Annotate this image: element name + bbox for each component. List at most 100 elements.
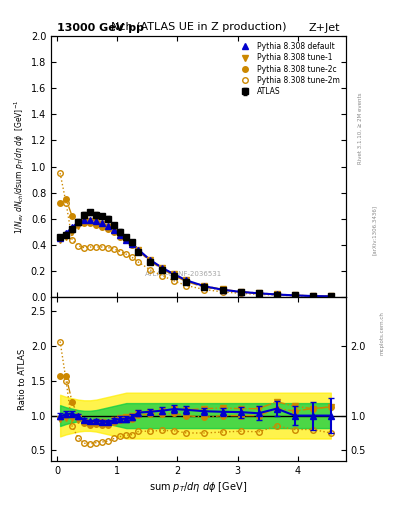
Pythia 8.308 tune-1 (112, 227, 117, 233)
Pythia 8.308 default (64, 230, 68, 237)
Title: Nch (ATLAS UE in Z production): Nch (ATLAS UE in Z production) (111, 23, 286, 32)
Pythia 8.308 tune-1 (76, 223, 81, 229)
Pythia 8.308 tune-2c (70, 213, 75, 219)
Text: Z+Jet: Z+Jet (309, 23, 340, 33)
Pythia 8.308 tune-2c (58, 200, 62, 206)
Pythia 8.308 tune-1 (274, 291, 279, 297)
Pythia 8.308 tune-2c (94, 222, 99, 228)
Pythia 8.308 default (88, 217, 92, 223)
Pythia 8.308 tune-1 (100, 221, 105, 227)
Pythia 8.308 tune-2c (100, 224, 105, 230)
Line: Pythia 8.308 tune-1: Pythia 8.308 tune-1 (57, 218, 334, 299)
Pythia 8.308 tune-2c (329, 293, 333, 299)
Pythia 8.308 tune-2m (70, 237, 75, 243)
Pythia 8.308 default (256, 290, 261, 296)
Pythia 8.308 tune-2m (58, 170, 62, 176)
Pythia 8.308 tune-2c (124, 238, 129, 244)
Y-axis label: Ratio to ATLAS: Ratio to ATLAS (18, 349, 27, 410)
Pythia 8.308 tune-2m (329, 293, 333, 300)
Pythia 8.308 tune-1 (88, 218, 92, 224)
Pythia 8.308 tune-1 (310, 293, 315, 299)
Pythia 8.308 default (310, 293, 315, 299)
Pythia 8.308 tune-1 (82, 219, 86, 225)
Pythia 8.308 tune-2m (274, 292, 279, 298)
Pythia 8.308 default (202, 283, 207, 289)
Pythia 8.308 tune-2m (100, 244, 105, 250)
Pythia 8.308 tune-2c (292, 292, 297, 298)
Pythia 8.308 tune-1 (220, 286, 225, 292)
Pythia 8.308 default (118, 232, 123, 238)
Text: mcplots.cern.ch: mcplots.cern.ch (379, 311, 384, 355)
Pythia 8.308 tune-2m (238, 290, 243, 296)
Pythia 8.308 tune-1 (94, 219, 99, 225)
Pythia 8.308 default (70, 224, 75, 230)
Pythia 8.308 tune-2c (256, 290, 261, 296)
Pythia 8.308 tune-2c (106, 226, 110, 232)
Pythia 8.308 tune-2m (112, 246, 117, 252)
Pythia 8.308 tune-2m (310, 293, 315, 300)
Pythia 8.308 default (136, 247, 141, 253)
Pythia 8.308 default (112, 227, 117, 233)
Text: [arXiv:1306.3436]: [arXiv:1306.3436] (371, 205, 376, 255)
Pythia 8.308 tune-2m (124, 251, 129, 257)
Pythia 8.308 default (82, 217, 86, 223)
Pythia 8.308 tune-2m (136, 259, 141, 265)
Pythia 8.308 tune-2c (238, 289, 243, 295)
Pythia 8.308 tune-2c (76, 219, 81, 225)
Text: Rivet 3.1.10, ≥ 2M events: Rivet 3.1.10, ≥ 2M events (358, 92, 363, 164)
Pythia 8.308 tune-2c (184, 279, 189, 285)
Pythia 8.308 tune-2m (256, 291, 261, 297)
Pythia 8.308 tune-1 (172, 271, 177, 278)
Pythia 8.308 default (184, 278, 189, 284)
Pythia 8.308 tune-2c (88, 220, 92, 226)
Pythia 8.308 tune-2c (220, 287, 225, 293)
Pythia 8.308 tune-1 (124, 236, 129, 242)
Pythia 8.308 default (94, 218, 99, 224)
Pythia 8.308 tune-2m (220, 289, 225, 295)
Pythia 8.308 tune-2m (172, 278, 177, 284)
Pythia 8.308 default (160, 265, 165, 271)
Pythia 8.308 tune-2m (82, 245, 86, 251)
Pythia 8.308 default (172, 271, 177, 278)
Pythia 8.308 tune-2m (76, 243, 81, 249)
Pythia 8.308 tune-1 (70, 229, 75, 235)
Pythia 8.308 tune-2c (160, 266, 165, 272)
Pythia 8.308 default (124, 237, 129, 243)
Pythia 8.308 tune-2c (172, 273, 177, 279)
Pythia 8.308 default (106, 223, 110, 229)
Pythia 8.308 tune-2c (82, 220, 86, 226)
Pythia 8.308 default (100, 220, 105, 226)
Line: Pythia 8.308 tune-2m: Pythia 8.308 tune-2m (57, 170, 334, 300)
Pythia 8.308 tune-1 (148, 257, 153, 263)
Pythia 8.308 tune-1 (106, 224, 110, 230)
Y-axis label: $1/N_{ev}$ $dN_{ch}/d$sum $p_T/d\eta$ $d\phi$  [GeV]$^{-1}$: $1/N_{ev}$ $dN_{ch}/d$sum $p_T/d\eta$ $d… (12, 99, 27, 234)
Pythia 8.308 default (329, 293, 333, 300)
Pythia 8.308 tune-2m (292, 293, 297, 299)
Pythia 8.308 tune-2c (136, 248, 141, 254)
X-axis label: sum $p_T/d\eta$ $d\phi$ [GeV]: sum $p_T/d\eta$ $d\phi$ [GeV] (149, 480, 248, 494)
Pythia 8.308 default (220, 287, 225, 293)
Pythia 8.308 tune-2m (202, 286, 207, 292)
Pythia 8.308 tune-1 (238, 289, 243, 295)
Pythia 8.308 tune-2m (148, 267, 153, 273)
Pythia 8.308 tune-2c (274, 291, 279, 297)
Pythia 8.308 tune-1 (130, 240, 135, 246)
Pythia 8.308 tune-2c (202, 284, 207, 290)
Pythia 8.308 tune-1 (202, 283, 207, 289)
Pythia 8.308 tune-1 (118, 231, 123, 238)
Pythia 8.308 tune-1 (184, 278, 189, 284)
Pythia 8.308 tune-2m (106, 245, 110, 251)
Pythia 8.308 tune-1 (64, 234, 68, 240)
Pythia 8.308 default (292, 292, 297, 298)
Pythia 8.308 tune-1 (256, 290, 261, 296)
Pythia 8.308 default (76, 219, 81, 225)
Pythia 8.308 tune-1 (329, 293, 333, 299)
Pythia 8.308 tune-2c (310, 293, 315, 299)
Pythia 8.308 default (130, 241, 135, 247)
Pythia 8.308 tune-2c (118, 233, 123, 240)
Pythia 8.308 tune-2m (94, 244, 99, 250)
Line: Pythia 8.308 tune-2c: Pythia 8.308 tune-2c (57, 197, 334, 299)
Pythia 8.308 tune-2m (130, 254, 135, 261)
Pythia 8.308 tune-2m (88, 244, 92, 250)
Text: 13000 GeV pp: 13000 GeV pp (57, 23, 144, 33)
